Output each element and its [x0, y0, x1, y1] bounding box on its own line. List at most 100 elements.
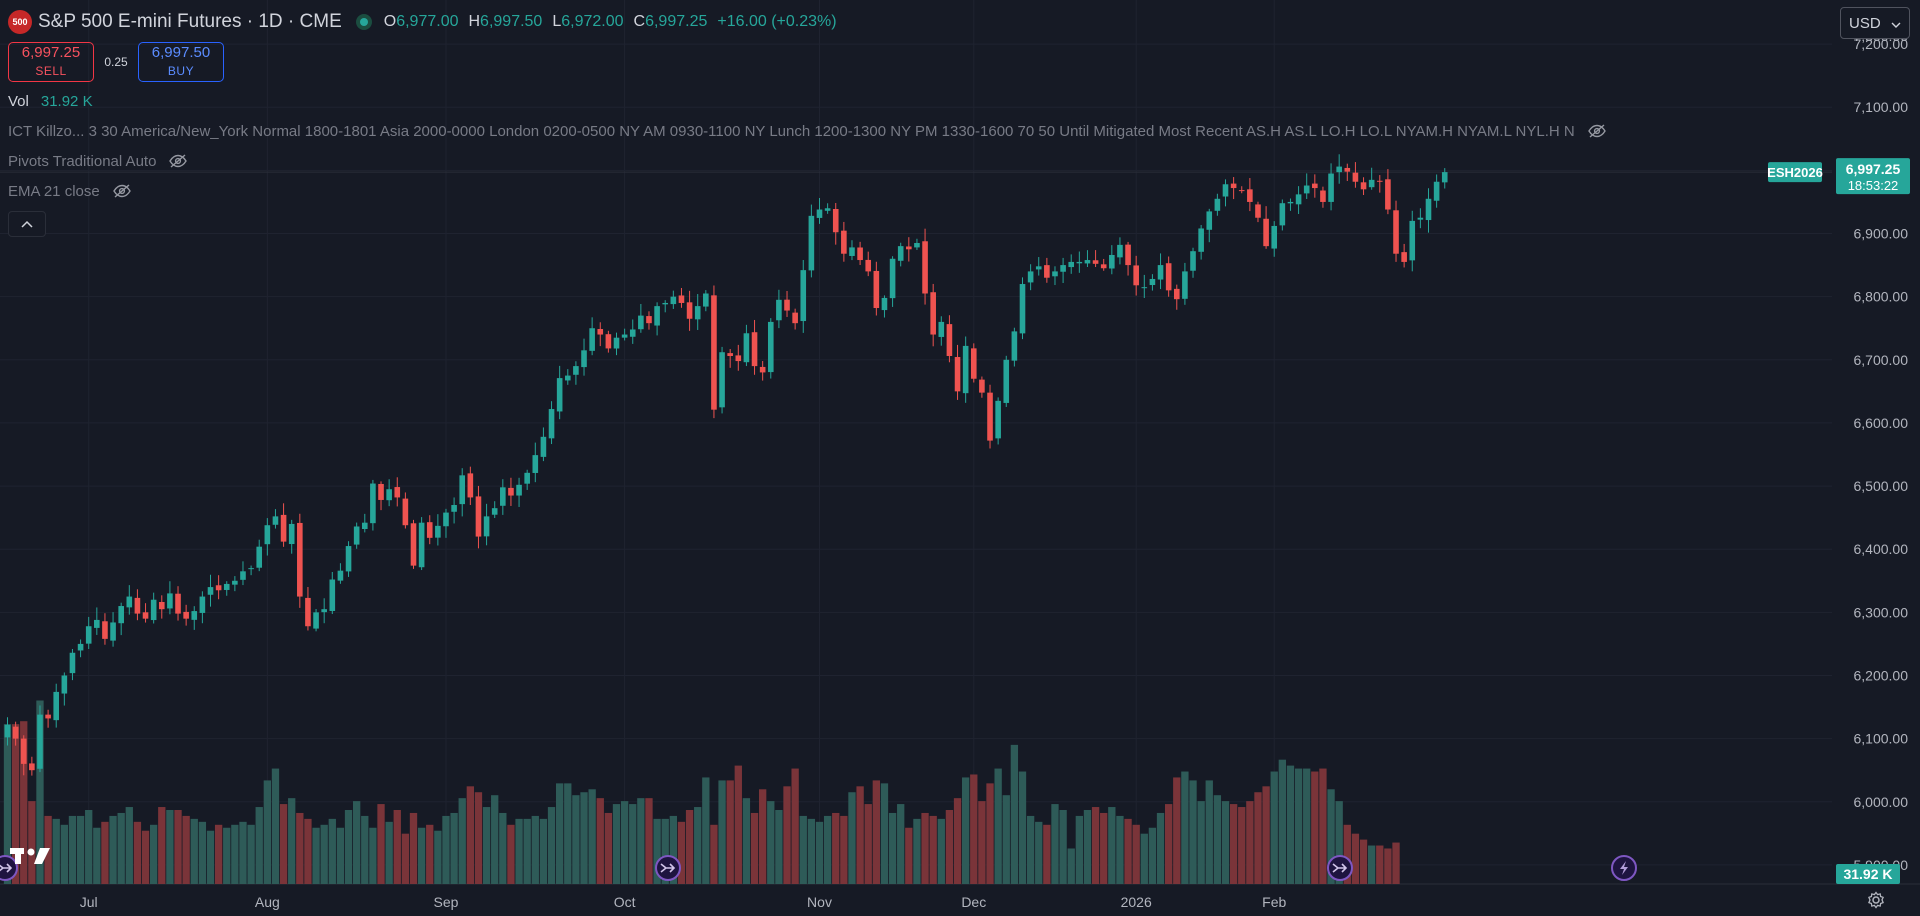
volume-bar [1043, 824, 1051, 884]
indicator-ict-killzones[interactable]: ICT Killzo... 3 30 America/New_York Norm… [8, 116, 1607, 146]
volume-bar [369, 827, 377, 884]
volume-bar [653, 818, 661, 884]
arrow-glyph [1332, 863, 1348, 873]
market-status-icon[interactable] [355, 14, 372, 30]
candle-body [1263, 218, 1269, 247]
candle-body [426, 522, 433, 538]
volume-bar [872, 780, 880, 884]
volume-bar [377, 804, 385, 884]
candle-body [459, 475, 466, 505]
candle-body [841, 230, 847, 254]
candle-body [970, 348, 977, 379]
candle-body [792, 312, 798, 324]
low-label: L [552, 13, 562, 30]
candle-body [987, 392, 993, 441]
indicator-ema[interactable]: EMA 21 close [8, 176, 1607, 206]
volume-bar [1173, 777, 1181, 884]
volume-bar [1270, 771, 1278, 884]
candle-body [767, 321, 774, 373]
volume-bar [1156, 812, 1165, 884]
symbol-logo[interactable]: 500 [8, 10, 32, 34]
candle-body [150, 599, 157, 621]
chevron-down-icon [1891, 15, 1901, 32]
candle-body [605, 334, 612, 349]
volume-bar [921, 812, 929, 884]
candle-body [1376, 180, 1383, 182]
symbol-title[interactable]: S&P 500 E-mini Futures · 1D · CME [38, 11, 342, 32]
candle-body [248, 568, 254, 570]
volume-bar [953, 798, 962, 884]
volume-badge [1836, 864, 1900, 884]
volume-bar [815, 821, 824, 884]
candle-body [662, 302, 669, 305]
volume-bar [426, 824, 434, 884]
tradingview-logo-icon[interactable] [10, 844, 54, 871]
volume-bar [669, 815, 677, 884]
open-value: 6,977.00 [396, 13, 459, 30]
volume-bar [361, 815, 369, 884]
volume-bar [466, 786, 474, 884]
currency-select[interactable]: USD [1840, 7, 1910, 39]
volume-bar [158, 807, 166, 884]
candle-body [564, 375, 571, 381]
high-label: H [468, 13, 481, 30]
candle-body [288, 523, 295, 545]
volume-label: Vol [8, 92, 29, 110]
volume-bar [1351, 833, 1360, 884]
candle-body [353, 526, 360, 545]
high-value: 6,997.50 [480, 13, 543, 30]
candle-body [589, 328, 595, 351]
volume-bar [734, 765, 742, 884]
candle-body [508, 487, 514, 496]
candle-body [223, 583, 230, 590]
volume-bar [1051, 804, 1059, 884]
candle-body [102, 621, 108, 639]
volume-bar [198, 821, 207, 884]
candle-body [1019, 284, 1026, 334]
volume-bar [223, 827, 231, 884]
volume-bar [1002, 795, 1010, 884]
volume-badge-label: 31.92 K [1843, 866, 1892, 882]
arrow-glyph [0, 863, 13, 873]
volume-bar [978, 801, 986, 884]
candle-body [272, 516, 279, 525]
countdown-label: 18:53:22 [1848, 178, 1899, 193]
indicator-pivots[interactable]: Pivots Traditional Auto [8, 146, 1607, 176]
candle-body [240, 571, 246, 580]
candle-body [1011, 331, 1018, 361]
candle-body [1247, 189, 1253, 202]
buy-button[interactable]: 6,997.50 BUY [138, 42, 224, 82]
volume-bar [239, 821, 247, 884]
candle-body [1125, 244, 1131, 266]
indicator-volume[interactable]: Vol 31.92 K [8, 86, 1607, 116]
eye-off-icon[interactable] [112, 183, 132, 199]
gear-icon[interactable] [1866, 890, 1886, 915]
change-value: +16.00 (+0.23%) [717, 13, 837, 30]
eye-off-icon[interactable] [168, 153, 188, 169]
sell-button[interactable]: 6,997.25 SELL [8, 42, 94, 82]
candle-body [1133, 265, 1139, 286]
candle-body [256, 546, 263, 568]
collapse-legend-button[interactable] [8, 211, 46, 237]
volume-bar [694, 807, 702, 884]
candle-body [321, 609, 327, 613]
volume-bar [1213, 795, 1222, 884]
volume-bar [1181, 771, 1189, 884]
volume-bar [807, 818, 816, 884]
candle-body [621, 334, 628, 338]
eye-off-icon[interactable] [1587, 123, 1607, 139]
candle-body [418, 522, 425, 568]
sell-price: 6,997.25 [21, 44, 81, 61]
candle-body [1214, 198, 1221, 211]
event-markers [0, 855, 1637, 881]
volume-bar [661, 818, 669, 884]
volume-bar [288, 798, 296, 884]
candle-body [110, 622, 116, 641]
candle-body [435, 525, 441, 538]
candle-body [329, 579, 336, 611]
volume-bar [1392, 842, 1400, 884]
candle-body [1271, 225, 1278, 249]
candle-body [232, 580, 238, 585]
candle-body [597, 329, 604, 335]
